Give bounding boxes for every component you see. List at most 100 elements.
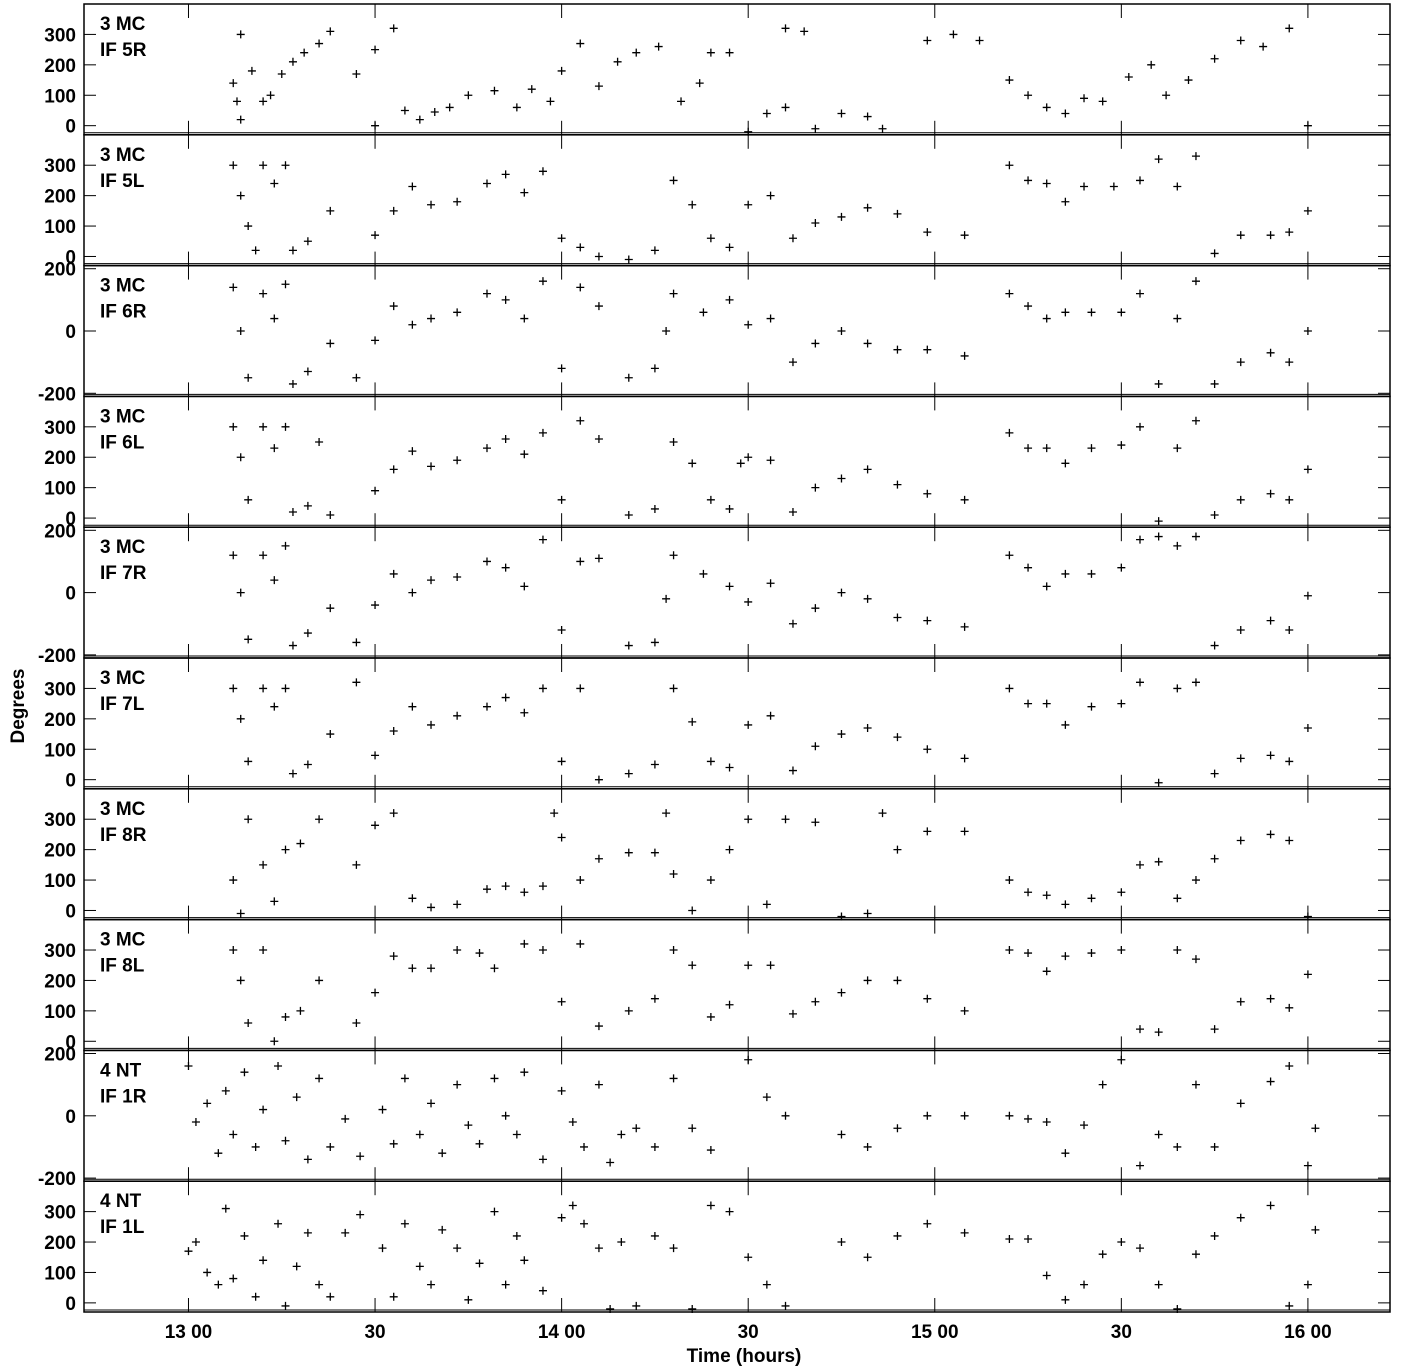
data-point bbox=[624, 373, 633, 382]
data-point bbox=[244, 222, 253, 231]
y-tick-label: 200 bbox=[44, 56, 76, 77]
y-tick-label: 200 bbox=[44, 521, 76, 542]
data-point bbox=[662, 809, 671, 818]
data-point bbox=[1191, 532, 1200, 541]
data-point bbox=[650, 994, 659, 1003]
data-point bbox=[453, 1080, 462, 1089]
data-point bbox=[878, 809, 887, 818]
data-point bbox=[762, 1280, 771, 1289]
data-point bbox=[744, 1055, 753, 1064]
series-points bbox=[184, 1201, 1320, 1313]
data-point bbox=[960, 351, 969, 360]
x-tick-label: 30 bbox=[738, 1322, 759, 1343]
data-point bbox=[1285, 358, 1294, 367]
y-tick-label: 100 bbox=[44, 740, 76, 761]
data-point bbox=[1024, 949, 1033, 958]
data-point bbox=[259, 422, 268, 431]
data-point bbox=[482, 702, 491, 711]
data-point bbox=[1311, 1124, 1320, 1133]
data-point bbox=[326, 730, 335, 739]
panel-6: 0 100 200 300 3 MC IF 7L bbox=[44, 657, 1391, 792]
data-point bbox=[863, 339, 872, 348]
data-point bbox=[650, 1142, 659, 1151]
data-point bbox=[259, 1105, 268, 1114]
data-point bbox=[274, 1219, 283, 1228]
data-point bbox=[501, 693, 510, 702]
data-point bbox=[389, 302, 398, 311]
data-point bbox=[781, 815, 790, 824]
data-point bbox=[251, 1142, 260, 1151]
data-point bbox=[315, 976, 324, 985]
data-point bbox=[788, 507, 797, 516]
data-point bbox=[229, 161, 238, 170]
panel-label-if: IF 7L bbox=[100, 694, 145, 715]
data-point bbox=[960, 622, 969, 631]
panel-label-antenna: 3 MC bbox=[100, 14, 146, 35]
data-point bbox=[594, 302, 603, 311]
series-points bbox=[184, 1055, 1320, 1170]
data-point bbox=[520, 188, 529, 197]
data-point bbox=[1154, 1280, 1163, 1289]
data-point bbox=[229, 1274, 238, 1283]
data-point bbox=[1061, 459, 1070, 468]
data-point bbox=[837, 988, 846, 997]
data-point bbox=[244, 635, 253, 644]
panel-label-antenna: 3 MC bbox=[100, 145, 146, 166]
data-point bbox=[1117, 699, 1126, 708]
data-point bbox=[893, 976, 902, 985]
data-point bbox=[538, 1286, 547, 1295]
data-point bbox=[538, 167, 547, 176]
panel-8: 0 100 200 300 3 MC IF 8L bbox=[44, 918, 1391, 1053]
data-point bbox=[811, 219, 820, 228]
data-point bbox=[1024, 888, 1033, 897]
data-point bbox=[1236, 36, 1245, 45]
data-point bbox=[259, 860, 268, 869]
panel-label-if: IF 6R bbox=[100, 302, 147, 323]
data-point bbox=[624, 848, 633, 857]
data-point bbox=[315, 815, 324, 824]
data-point bbox=[695, 79, 704, 88]
panel-frame bbox=[83, 788, 1391, 921]
data-point bbox=[475, 1139, 484, 1148]
data-point bbox=[1124, 73, 1133, 82]
data-point bbox=[427, 720, 436, 729]
data-point bbox=[270, 314, 279, 323]
data-point bbox=[296, 1006, 305, 1015]
data-point bbox=[960, 495, 969, 504]
data-point bbox=[259, 684, 268, 693]
data-point bbox=[326, 339, 335, 348]
data-point bbox=[464, 1121, 473, 1130]
data-point bbox=[654, 42, 663, 51]
data-point bbox=[251, 1292, 260, 1301]
data-point bbox=[501, 1111, 510, 1120]
y-tick-label: 100 bbox=[44, 86, 76, 107]
data-point bbox=[632, 48, 641, 57]
data-point bbox=[960, 1006, 969, 1015]
x-tick-label: 15 00 bbox=[911, 1322, 959, 1343]
data-point bbox=[1285, 228, 1294, 237]
data-point bbox=[576, 283, 585, 292]
data-point bbox=[538, 946, 547, 955]
data-point bbox=[1135, 1161, 1144, 1170]
y-tick-label: 0 bbox=[65, 1107, 76, 1128]
data-point bbox=[1285, 495, 1294, 504]
data-point bbox=[594, 1244, 603, 1253]
data-point bbox=[315, 1280, 324, 1289]
data-point bbox=[281, 1012, 290, 1021]
data-point bbox=[438, 1149, 447, 1158]
data-point bbox=[1135, 1244, 1144, 1253]
panel-frame bbox=[83, 134, 1391, 267]
data-point bbox=[512, 1130, 521, 1139]
data-point bbox=[1266, 1077, 1275, 1086]
x-tick-label: 14 00 bbox=[538, 1322, 586, 1343]
data-point bbox=[229, 79, 238, 88]
data-point bbox=[326, 206, 335, 215]
data-point bbox=[1191, 955, 1200, 964]
data-point bbox=[688, 459, 697, 468]
data-point bbox=[923, 228, 932, 237]
data-point bbox=[303, 237, 312, 246]
data-point bbox=[1042, 444, 1051, 453]
data-point bbox=[568, 1118, 577, 1127]
data-point bbox=[1061, 197, 1070, 206]
data-point bbox=[352, 638, 361, 647]
